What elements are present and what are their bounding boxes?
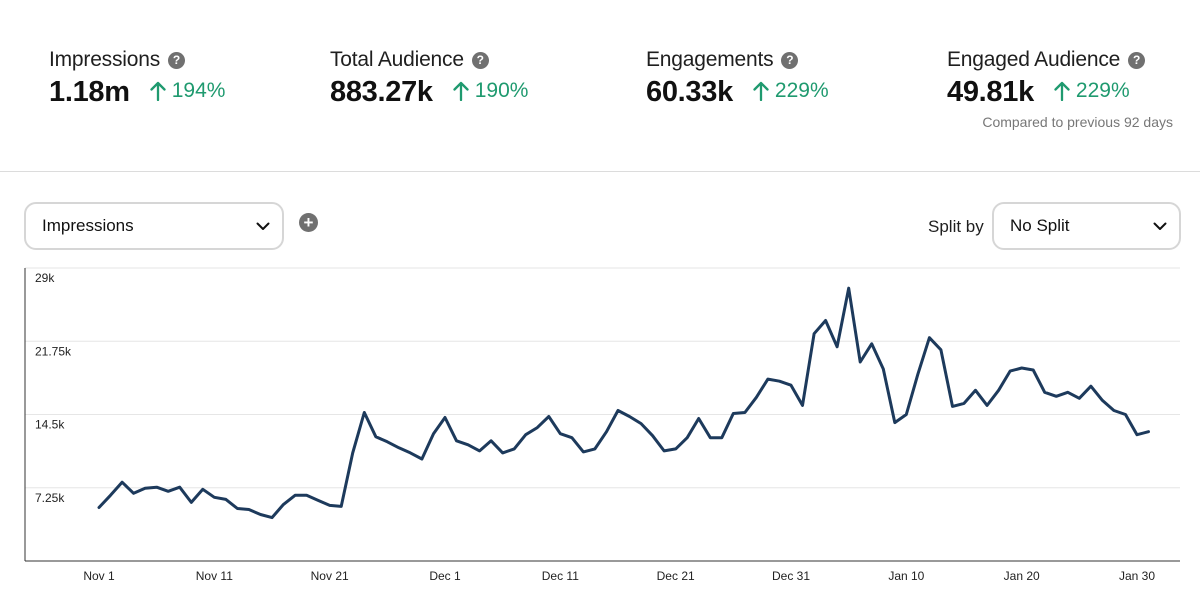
arrow-up-icon	[453, 81, 469, 101]
stat-engaged-audience: Engaged Audience ? 49.81k 229%	[947, 46, 1146, 109]
x-tick-label: Jan 20	[1004, 569, 1040, 583]
add-icon[interactable]: +	[299, 213, 318, 232]
stat-delta: 229%	[1054, 79, 1130, 103]
arrow-up-icon	[753, 81, 769, 101]
split-by-label: Split by	[928, 217, 984, 236]
x-tick-label: Jan 30	[1119, 569, 1155, 583]
stat-value: 883.27k	[330, 76, 433, 108]
metric-select-value: Impressions	[42, 216, 134, 235]
x-tick-label: Dec 1	[429, 569, 461, 583]
stat-delta-value: 190%	[474, 79, 529, 102]
x-tick-label: Nov 11	[196, 569, 233, 583]
stat-label: Engagements	[646, 48, 774, 71]
stat-value: 1.18m	[49, 76, 130, 108]
stat-label: Impressions	[49, 48, 161, 71]
stat-delta-value: 229%	[774, 79, 829, 102]
split-select[interactable]: No Split	[992, 202, 1181, 250]
y-tick-label: 21.75k	[35, 344, 72, 358]
chart-background	[0, 262, 1200, 596]
stat-delta: 229%	[753, 79, 829, 103]
y-tick-label: 7.25k	[35, 491, 65, 505]
stat-label: Total Audience	[330, 48, 464, 71]
stat-delta-value: 194%	[171, 79, 226, 102]
metric-select[interactable]: Impressions	[24, 202, 284, 250]
stat-value: 49.81k	[947, 76, 1034, 108]
chevron-down-icon	[1153, 222, 1167, 230]
x-tick-label: Dec 31	[772, 569, 810, 583]
stat-label: Engaged Audience	[947, 48, 1121, 71]
y-tick-label: 14.5k	[35, 418, 65, 432]
stat-impressions: Impressions ? 1.18m 194%	[49, 46, 225, 109]
stat-engagements: Engagements ? 60.33k 229%	[646, 46, 829, 109]
x-tick-label: Dec 21	[657, 569, 695, 583]
arrow-up-icon	[150, 81, 166, 101]
stat-delta: 190%	[453, 79, 529, 103]
summary-stats: Impressions ? 1.18m 194% Total Audience …	[0, 0, 1200, 172]
comparison-note: Compared to previous 92 days	[982, 114, 1173, 130]
x-tick-label: Jan 10	[888, 569, 924, 583]
series-line-impressions	[97, 286, 1150, 520]
stat-delta-value: 229%	[1075, 79, 1130, 102]
split-select-value: No Split	[1010, 216, 1070, 235]
help-icon[interactable]: ?	[168, 51, 186, 69]
help-icon[interactable]: ?	[1128, 51, 1146, 69]
stat-total-audience: Total Audience ? 883.27k 190%	[330, 46, 528, 109]
impressions-line-chart: 7.25k 14.5k 21.75k 29k Nov 1 Nov 11 Nov 21 Dec…	[0, 262, 1200, 596]
help-icon[interactable]: ?	[471, 51, 489, 69]
stat-value: 60.33k	[646, 76, 733, 108]
x-tick-label: Dec 11	[542, 569, 579, 583]
chevron-down-icon	[256, 222, 270, 230]
y-tick-label: 29k	[35, 271, 55, 285]
arrow-up-icon	[1054, 81, 1070, 101]
help-icon[interactable]: ?	[781, 51, 799, 69]
stat-delta: 194%	[150, 79, 226, 103]
x-tick-label: Nov 21	[311, 569, 349, 583]
x-tick-label: Nov 1	[83, 569, 115, 583]
